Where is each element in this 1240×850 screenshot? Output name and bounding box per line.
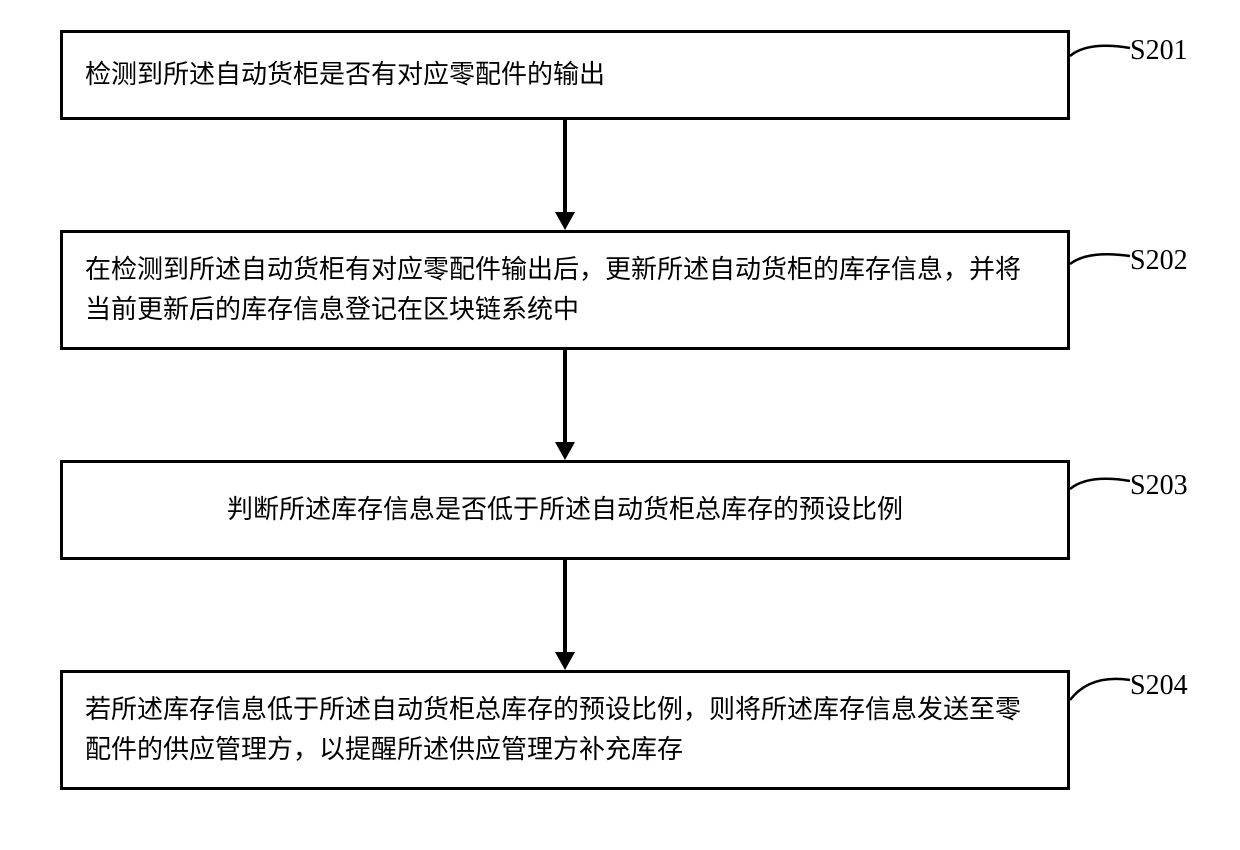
- flowchart-step: 若所述库存信息低于所述自动货柜总库存的预设比例，则将所述库存信息发送至零配件的供…: [60, 670, 1070, 790]
- arrow-head-icon: [555, 212, 575, 230]
- step-label: S202: [1130, 245, 1188, 277]
- step-text: 判断所述库存信息是否低于所述自动货柜总库存的预设比例: [227, 490, 903, 530]
- flowchart-step: 检测到所述自动货柜是否有对应零配件的输出: [60, 30, 1070, 120]
- leader-line: [1068, 248, 1133, 278]
- arrow-head-icon: [555, 652, 575, 670]
- flowchart-step: 在检测到所述自动货柜有对应零配件输出后，更新所述自动货柜的库存信息，并将当前更新…: [60, 230, 1070, 350]
- step-label: S204: [1130, 670, 1188, 702]
- step-text: 在检测到所述自动货柜有对应零配件输出后，更新所述自动货柜的库存信息，并将当前更新…: [85, 250, 1045, 331]
- step-label: S203: [1130, 470, 1188, 502]
- leader-line: [1068, 672, 1133, 708]
- step-text: 若所述库存信息低于所述自动货柜总库存的预设比例，则将所述库存信息发送至零配件的供…: [85, 690, 1045, 771]
- flowchart-step: 判断所述库存信息是否低于所述自动货柜总库存的预设比例: [60, 460, 1070, 560]
- leader-line: [1068, 472, 1133, 502]
- flowchart-arrow: [563, 120, 567, 212]
- flowchart-arrow: [563, 350, 567, 442]
- arrow-head-icon: [555, 442, 575, 460]
- flowchart-arrow: [563, 560, 567, 652]
- step-label: S201: [1130, 35, 1188, 67]
- flowchart-container: 检测到所述自动货柜是否有对应零配件的输出 S201 在检测到所述自动货柜有对应零…: [0, 0, 1240, 850]
- leader-line: [1068, 38, 1133, 68]
- step-text: 检测到所述自动货柜是否有对应零配件的输出: [85, 55, 605, 95]
